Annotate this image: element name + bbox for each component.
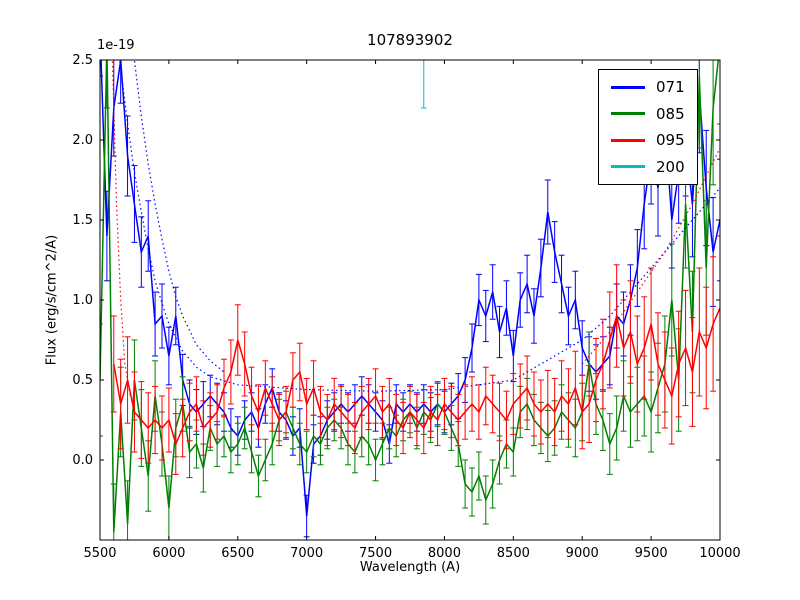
legend-label: 071 [656,78,685,96]
legend: 071 085 095 200 [598,69,698,185]
y-tick-label: 0.5 [72,373,93,388]
x-tick-label: 7000 [290,546,323,561]
x-tick-label: 7500 [359,546,392,561]
legend-label: 095 [656,131,685,149]
legend-line-swatch [611,85,645,89]
x-tick-label: 9500 [635,546,668,561]
dotted-curve [133,60,225,373]
legend-line-swatch [611,138,645,142]
y-tick-label: 1.0 [72,293,93,308]
chart-title: 107893902 [367,31,453,49]
axis-ticks: 5500 6000 6500 7000 7500 8000 8500 9000 9500 1000… [72,53,740,561]
x-tick-label: 9000 [566,546,599,561]
legend-label: 200 [656,157,685,176]
x-tick-label: 8000 [428,546,461,561]
y-tick-label: 0.0 [72,453,93,468]
x-axis-label: Wavelength (A) [359,560,461,575]
legend-line-swatch [611,112,645,116]
legend-item-085: 085 [611,104,685,123]
legend-item-071: 071 [611,79,685,96]
y-axis-offset-label: 1e-19 [97,38,135,53]
y-axis-label: Flux (erg/s/cm^2/A) [44,234,60,366]
x-tick-label: 6000 [152,546,185,561]
series-095 [110,235,720,475]
x-tick-label: 8500 [497,546,530,561]
x-tick-label: 6500 [221,546,254,561]
legend-item-095: 095 [611,132,685,149]
x-tick-label: 10000 [699,546,740,561]
legend-line-swatch [611,165,645,169]
series-200 [420,60,427,109]
legend-label: 085 [656,104,685,123]
y-tick-label: 2.0 [72,133,93,148]
plot-area [100,60,720,540]
y-tick-label: 1.5 [72,213,93,228]
x-tick-label: 5500 [83,546,116,561]
legend-item-200: 200 [611,157,685,176]
y-tick-label: 2.5 [72,53,93,68]
